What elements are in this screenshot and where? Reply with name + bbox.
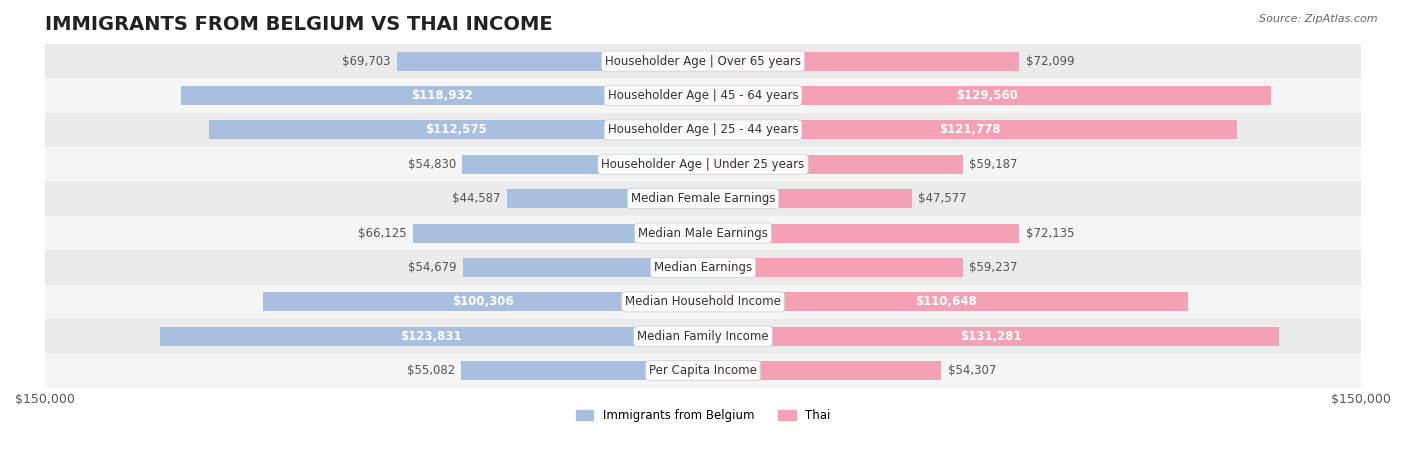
Text: $123,831: $123,831 bbox=[401, 330, 463, 343]
Bar bbox=[703, 224, 1019, 242]
Bar bbox=[45, 319, 1361, 354]
Bar bbox=[461, 361, 703, 380]
Text: $54,830: $54,830 bbox=[408, 158, 456, 171]
Text: Median Family Income: Median Family Income bbox=[637, 330, 769, 343]
Text: $59,187: $59,187 bbox=[969, 158, 1018, 171]
Text: $110,648: $110,648 bbox=[915, 295, 977, 308]
Bar bbox=[209, 120, 703, 139]
Text: Source: ZipAtlas.com: Source: ZipAtlas.com bbox=[1260, 14, 1378, 24]
Bar bbox=[45, 113, 1361, 147]
Bar bbox=[703, 52, 1019, 71]
Bar bbox=[45, 284, 1361, 319]
Text: $131,281: $131,281 bbox=[960, 330, 1022, 343]
Text: Median Male Earnings: Median Male Earnings bbox=[638, 226, 768, 240]
Text: Median Household Income: Median Household Income bbox=[626, 295, 780, 308]
Text: Median Female Earnings: Median Female Earnings bbox=[631, 192, 775, 205]
Text: Median Earnings: Median Earnings bbox=[654, 261, 752, 274]
Bar bbox=[703, 155, 963, 174]
Bar bbox=[703, 120, 1237, 139]
Text: $54,307: $54,307 bbox=[948, 364, 997, 377]
Bar bbox=[263, 292, 703, 311]
Bar bbox=[703, 189, 911, 208]
Bar bbox=[160, 327, 703, 346]
Text: Per Capita Income: Per Capita Income bbox=[650, 364, 756, 377]
Bar bbox=[45, 250, 1361, 284]
Text: $100,306: $100,306 bbox=[453, 295, 513, 308]
Bar bbox=[45, 44, 1361, 78]
Text: $69,703: $69,703 bbox=[342, 55, 391, 68]
Bar bbox=[703, 361, 941, 380]
Bar bbox=[508, 189, 703, 208]
Text: $59,237: $59,237 bbox=[970, 261, 1018, 274]
Text: $72,099: $72,099 bbox=[1026, 55, 1074, 68]
Text: $66,125: $66,125 bbox=[357, 226, 406, 240]
Text: IMMIGRANTS FROM BELGIUM VS THAI INCOME: IMMIGRANTS FROM BELGIUM VS THAI INCOME bbox=[45, 15, 553, 34]
Bar bbox=[703, 258, 963, 277]
Legend: Immigrants from Belgium, Thai: Immigrants from Belgium, Thai bbox=[571, 404, 835, 427]
Text: $54,679: $54,679 bbox=[408, 261, 457, 274]
Text: Householder Age | 25 - 44 years: Householder Age | 25 - 44 years bbox=[607, 123, 799, 136]
Text: $55,082: $55,082 bbox=[406, 364, 454, 377]
Bar bbox=[45, 147, 1361, 182]
Text: $121,778: $121,778 bbox=[939, 123, 1001, 136]
Text: Householder Age | Under 25 years: Householder Age | Under 25 years bbox=[602, 158, 804, 171]
Bar bbox=[45, 78, 1361, 113]
Text: $118,932: $118,932 bbox=[411, 89, 472, 102]
Bar bbox=[45, 216, 1361, 250]
Bar bbox=[463, 258, 703, 277]
Bar bbox=[398, 52, 703, 71]
Text: $47,577: $47,577 bbox=[918, 192, 967, 205]
Bar bbox=[703, 292, 1188, 311]
Bar bbox=[463, 155, 703, 174]
Text: $72,135: $72,135 bbox=[1026, 226, 1074, 240]
Bar bbox=[45, 354, 1361, 388]
Bar bbox=[413, 224, 703, 242]
Text: $112,575: $112,575 bbox=[425, 123, 486, 136]
Bar bbox=[703, 327, 1279, 346]
Bar bbox=[45, 182, 1361, 216]
Bar bbox=[181, 86, 703, 105]
Text: $44,587: $44,587 bbox=[453, 192, 501, 205]
Bar bbox=[703, 86, 1271, 105]
Text: $129,560: $129,560 bbox=[956, 89, 1018, 102]
Text: Householder Age | Over 65 years: Householder Age | Over 65 years bbox=[605, 55, 801, 68]
Text: Householder Age | 45 - 64 years: Householder Age | 45 - 64 years bbox=[607, 89, 799, 102]
